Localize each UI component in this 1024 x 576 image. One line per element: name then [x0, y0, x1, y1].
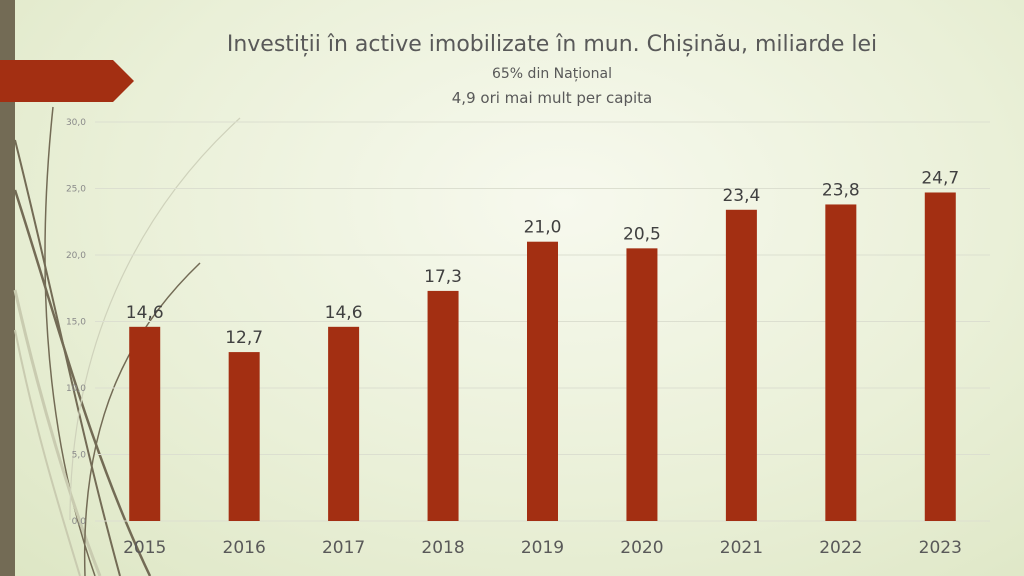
y-tick-label: 30,0	[66, 118, 86, 128]
x-tick-label: 2015	[123, 538, 166, 558]
decorative-left-bar	[0, 0, 15, 576]
data-label: 24,7	[921, 168, 959, 188]
bar-2017	[328, 326, 360, 521]
data-label: 20,5	[623, 224, 661, 244]
x-tick-label: 2020	[620, 538, 663, 558]
x-tick-label: 2023	[919, 538, 962, 558]
x-tick-label: 2021	[720, 538, 763, 558]
bar-2021	[725, 209, 757, 521]
bar-2018	[427, 290, 459, 521]
y-tick-label: 5,0	[72, 451, 87, 461]
chart-subtitle-2: 4,9 ori mai mult per capita	[451, 89, 653, 107]
x-tick-label: 2018	[421, 538, 464, 558]
data-label: 23,4	[722, 186, 760, 206]
y-tick-label: 10,0	[66, 384, 86, 394]
bar-2016	[228, 352, 260, 521]
x-tick-label: 2017	[322, 538, 365, 558]
data-label: 14,6	[325, 303, 363, 323]
bar-2019	[527, 241, 558, 521]
y-tick-label: 0,0	[72, 517, 87, 527]
data-label: 17,3	[424, 267, 462, 287]
bar-2022	[825, 204, 857, 521]
bar-2023	[924, 192, 956, 522]
x-tick-label: 2019	[521, 538, 564, 558]
x-tick-label: 2022	[819, 538, 862, 558]
y-tick-label: 25,0	[66, 185, 86, 195]
decorative-arrow-banner	[0, 60, 134, 102]
chart-title: Investiții în active imobilizate în mun.…	[226, 32, 878, 57]
y-tick-label: 20,0	[66, 251, 86, 261]
data-label: 14,6	[126, 303, 164, 323]
data-label: 21,0	[524, 218, 562, 238]
data-label: 12,7	[225, 328, 263, 348]
bar-2020	[626, 248, 658, 521]
x-tick-label: 2016	[223, 538, 266, 558]
data-label: 23,8	[822, 180, 860, 200]
y-tick-label: 15,0	[66, 318, 86, 328]
chart-subtitle-1: 65% din Național	[491, 66, 612, 82]
bar-2015	[129, 326, 161, 521]
